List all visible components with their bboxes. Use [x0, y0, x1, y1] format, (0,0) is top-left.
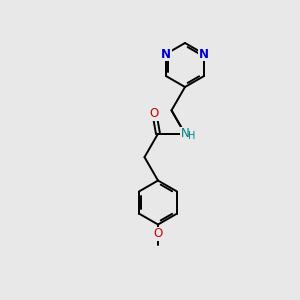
Text: N: N — [161, 47, 171, 61]
Text: N: N — [199, 47, 209, 61]
Text: N: N — [181, 127, 189, 140]
Text: O: O — [153, 227, 163, 240]
Text: H: H — [188, 131, 196, 141]
Text: O: O — [150, 107, 159, 120]
